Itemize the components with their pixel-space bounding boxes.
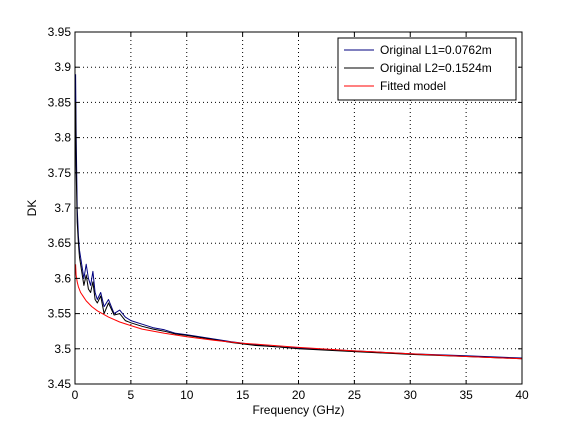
y-tick-label: 3.65 [48,236,72,250]
series-line-2 [75,102,523,360]
y-tick-label: 3.85 [48,95,72,109]
y-tick-label: 3.45 [48,377,72,391]
x-tick-label: 30 [404,388,418,402]
x-tick-label: 40 [515,388,529,402]
legend-label-3: Fitted model [380,79,446,93]
y-tick-label: 3.5 [54,342,71,356]
y-tick-label: 3.9 [54,60,71,74]
x-axis-label: Frequency (GHz) [252,403,344,417]
y-tick-label: 3.7 [54,201,71,215]
x-tick-label: 35 [459,388,473,402]
series-layer [75,74,523,360]
legend-box [337,37,517,101]
legend-label-2: Original L2=0.1524m [380,61,492,75]
series-line-3 [75,264,523,360]
x-tick-label: 10 [180,388,194,402]
y-tick-label: 3.6 [54,271,71,285]
y-tick-label: 3.75 [48,166,72,180]
y-tick-label: 3.55 [48,307,72,321]
x-tick-label: 0 [72,388,79,402]
x-tick-label: 5 [128,388,135,402]
y-tick-label: 3.95 [48,25,72,39]
x-tick-label: 25 [348,388,362,402]
legend-label-1: Original L1=0.0762m [380,43,492,57]
y-axis-label: DK [25,200,39,217]
x-tick-label: 15 [236,388,250,402]
x-tick-label: 20 [292,388,306,402]
y-tick-label: 3.8 [54,131,71,145]
axis-ticks: 0 5 10 15 20 25 30 35 40 3.45 3.5 3.55 3.6 3.65 3.7 3.7… [48,25,529,402]
legend: Original L1=0.0762m Original L2=0.1524m Fi… [337,37,517,101]
